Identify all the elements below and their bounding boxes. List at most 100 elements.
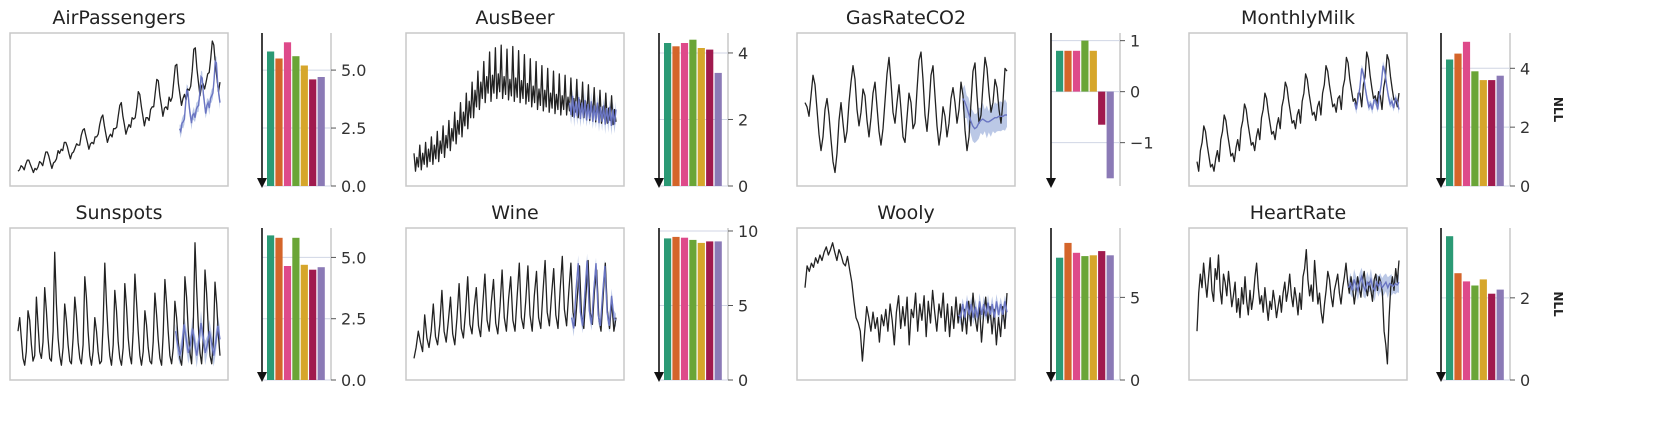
panel-heartrate: HeartRate 0 2 NLL (1188, 202, 1565, 390)
bar-tick-label: 5.0 (341, 248, 366, 267)
nll-bar-1 (267, 235, 275, 380)
nll-bar-3 (1462, 281, 1471, 380)
nll-bar-2 (1064, 242, 1072, 380)
observed-series-line (17, 242, 221, 366)
nll-bar-3 (1072, 252, 1081, 380)
bar-tick-label: 2 (1520, 289, 1530, 308)
nll-bar-5 (1479, 279, 1487, 380)
forecast-mean-line (570, 260, 617, 329)
nll-arrow-head (257, 178, 267, 188)
nll-bar-3 (1462, 41, 1471, 186)
bar-tick-label: 0.0 (341, 371, 366, 390)
nll-bar-2 (275, 237, 283, 380)
bar-tick-label: 0 (1130, 83, 1140, 102)
nll-arrow-head (1436, 178, 1446, 188)
panel-wine: Wine 0 5 10 (405, 202, 758, 390)
nll-bar-6 (706, 241, 714, 380)
nll-bar-4 (1081, 256, 1089, 380)
panel-wooly: Wooly 0 5 (796, 202, 1140, 390)
nll-bar-1 (267, 51, 275, 186)
panel-monthlymilk: MonthlyMilk 0 2 4 NLL (1188, 7, 1565, 196)
nll-bar-7 (1496, 289, 1504, 380)
nll-arrow-head (1436, 372, 1446, 382)
forecast-mean-line (568, 95, 617, 126)
observed-series-line (413, 44, 617, 172)
bar-tick-label: 2.5 (341, 310, 366, 329)
nll-bar-2 (1454, 53, 1462, 186)
nll-arrow-head (257, 372, 267, 382)
nll-bar-5 (697, 48, 705, 186)
bar-tick-label: 5 (738, 296, 748, 315)
forecast-mean-line (957, 301, 1008, 320)
panel-title: HeartRate (1250, 202, 1346, 224)
panel-ausbeer: AusBeer 0 2 4 (405, 7, 748, 196)
forecast-mean-line (1353, 65, 1400, 110)
nll-bar-1 (1446, 236, 1454, 380)
panel-title: Wooly (877, 202, 934, 224)
nll-bar-6 (1098, 251, 1106, 380)
nll-arrow-head (654, 372, 664, 382)
nll-bar-2 (672, 236, 680, 380)
panel-title: Sunspots (75, 202, 162, 224)
nll-bar-5 (1089, 255, 1097, 380)
bar-tick-label: 2 (738, 110, 748, 129)
observed-series-line (804, 242, 1008, 362)
bar-tick-label: 4 (738, 44, 748, 63)
nll-arrow-head (654, 178, 664, 188)
nll-bar-2 (275, 58, 283, 186)
bar-tick-label: −1 (1130, 134, 1154, 153)
nll-bar-6 (309, 79, 317, 186)
bar-tick-label: 5.0 (341, 61, 366, 80)
bar-tick-label: 0 (1520, 177, 1530, 196)
forecast-mean-line (174, 322, 221, 356)
bar-tick-label: 0 (1520, 371, 1530, 390)
panel-sunspots: Sunspots 0.0 2.5 5.0 (9, 202, 366, 390)
nll-bar-3 (680, 43, 689, 186)
nll-bar-4 (1081, 40, 1089, 92)
series-axes-frame (1188, 32, 1408, 187)
nll-bar-5 (300, 264, 308, 380)
observed-series-line (1196, 51, 1400, 172)
nll-bar-5 (300, 65, 308, 186)
bar-tick-label: 4 (1520, 59, 1530, 78)
nll-bar-1 (664, 238, 672, 380)
series-axes-frame (1188, 227, 1408, 381)
nll-bar-3 (680, 237, 689, 380)
nll-bar-7 (1106, 91, 1114, 179)
nll-bar-5 (1479, 80, 1487, 186)
nll-bar-6 (1098, 91, 1106, 125)
observed-series-line (1196, 248, 1400, 365)
nll-arrow-head (1046, 178, 1056, 188)
nll-bar-4 (292, 237, 300, 380)
forecast-mean-line (1347, 274, 1400, 293)
nll-bar-6 (1488, 80, 1496, 186)
nll-bar-5 (1089, 50, 1097, 92)
bar-tick-label: 2 (1520, 118, 1530, 137)
nll-bar-6 (1488, 293, 1496, 380)
nll-bar-1 (1056, 50, 1064, 92)
nll-bar-2 (1064, 50, 1072, 92)
observed-series-line (804, 51, 1008, 174)
nll-bar-4 (292, 56, 300, 187)
nll-bar-3 (1072, 50, 1081, 92)
panel-title: AusBeer (475, 7, 554, 29)
nll-bar-4 (1471, 285, 1479, 380)
nll-bar-2 (672, 46, 680, 186)
bar-tick-label: 0.0 (341, 177, 366, 196)
series-axes-frame (405, 227, 625, 381)
bar-tick-label: 2.5 (341, 119, 366, 138)
nll-bar-7 (1106, 255, 1114, 380)
bar-tick-label: 10 (738, 222, 758, 241)
nll-bar-7 (714, 241, 722, 380)
bar-tick-label: 0 (1130, 371, 1140, 390)
forecast-band (175, 310, 220, 368)
forecast-mean-line (962, 98, 1007, 130)
nll-bar-7 (317, 77, 325, 186)
nll-arrow-head (1046, 372, 1056, 382)
nll-bar-4 (689, 39, 697, 187)
nll-axis-label: NLL (1551, 97, 1565, 123)
nll-bar-6 (706, 49, 714, 186)
nll-bar-1 (664, 43, 672, 186)
nll-bar-7 (317, 267, 325, 380)
